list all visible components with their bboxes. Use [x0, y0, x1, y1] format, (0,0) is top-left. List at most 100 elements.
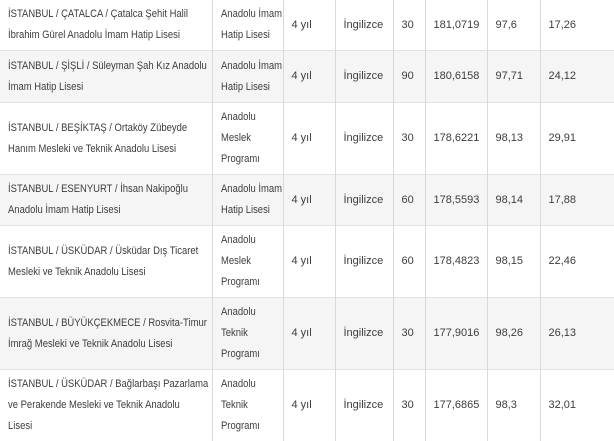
duration-value: 4 yıl [292, 399, 312, 411]
cell-quota: 30 [393, 103, 425, 175]
cell-language: İngilizce [335, 175, 393, 226]
cell-percent: 98,14 [487, 175, 540, 226]
school-name: İSTANBUL / BEŞİKTAŞ / Ortaköy Zübeyde Ha… [8, 118, 187, 160]
language-value: İngilizce [344, 327, 384, 339]
cell-percent: 98,26 [487, 298, 540, 370]
duration-value: 4 yıl [292, 70, 312, 82]
duration-value: 4 yıl [292, 327, 312, 339]
cell-language: İngilizce [335, 370, 393, 441]
duration-value: 4 yıl [292, 255, 312, 267]
percent1-value: 98,13 [496, 132, 524, 144]
cell-score: 178,5593 [425, 175, 487, 226]
score-value: 177,9016 [434, 327, 480, 339]
percent2-value: 26,13 [549, 327, 577, 339]
language-value: İngilizce [344, 399, 384, 411]
cell-program: Anadolu Teknik Programı [212, 370, 283, 441]
cell-extra: 26,13 [540, 298, 614, 370]
cell-extra: 24,12 [540, 51, 614, 103]
school-name: İSTANBUL / ÇATALCA / Çatalca Şehit Halil… [8, 4, 188, 46]
cell-score: 178,6221 [425, 103, 487, 175]
percent2-value: 17,26 [549, 19, 577, 31]
percent1-value: 97,71 [496, 70, 524, 82]
percent1-value: 98,3 [496, 399, 517, 411]
cell-extra: 32,01 [540, 370, 614, 441]
cell-duration: 4 yıl [283, 0, 335, 51]
cell-school: İSTANBUL / ESENYURT / İhsan Nakipoğlu An… [0, 175, 212, 226]
cell-duration: 4 yıl [283, 175, 335, 226]
cell-extra: 29,91 [540, 103, 614, 175]
score-value: 178,5593 [434, 194, 480, 206]
percent2-value: 22,46 [549, 255, 577, 267]
cell-quota: 90 [393, 51, 425, 103]
table-row: İSTANBUL / ÜSKÜDAR / Üsküdar Dış Ticaret… [0, 226, 614, 298]
cell-extra: 17,26 [540, 0, 614, 51]
program-type: Anadolu Meslek Programı [221, 107, 260, 170]
cell-score: 181,0719 [425, 0, 487, 51]
cell-language: İngilizce [335, 51, 393, 103]
language-value: İngilizce [344, 19, 384, 31]
cell-score: 178,4823 [425, 226, 487, 298]
percent1-value: 98,26 [496, 327, 524, 339]
score-value: 177,6865 [434, 399, 480, 411]
percent2-value: 17,88 [549, 194, 577, 206]
quota-value: 30 [402, 399, 414, 411]
cell-language: İngilizce [335, 226, 393, 298]
cell-program: Anadolu Teknik Programı [212, 298, 283, 370]
cell-program: Anadolu Meslek Programı [212, 103, 283, 175]
score-value: 180,6158 [434, 70, 480, 82]
table-row: İSTANBUL / ESENYURT / İhsan Nakipoğlu An… [0, 175, 614, 226]
cell-percent: 97,6 [487, 0, 540, 51]
cell-language: İngilizce [335, 103, 393, 175]
cell-percent: 97,71 [487, 51, 540, 103]
program-type: Anadolu Teknik Programı [221, 302, 260, 365]
school-name: İSTANBUL / ÜSKÜDAR / Bağlarbaşı Pazarlam… [8, 374, 208, 437]
cell-language: İngilizce [335, 298, 393, 370]
quota-value: 30 [402, 19, 414, 31]
school-name: İSTANBUL / BÜYÜKÇEKMECE / Rosvita-Timur … [8, 313, 207, 355]
cell-duration: 4 yıl [283, 226, 335, 298]
cell-percent: 98,15 [487, 226, 540, 298]
cell-quota: 60 [393, 226, 425, 298]
score-value: 178,6221 [434, 132, 480, 144]
cell-extra: 22,46 [540, 226, 614, 298]
table-row: İSTANBUL / BEŞİKTAŞ / Ortaköy Zübeyde Ha… [0, 103, 614, 175]
cell-score: 177,6865 [425, 370, 487, 441]
language-value: İngilizce [344, 70, 384, 82]
cell-program: Anadolu İmam Hatip Lisesi [212, 175, 283, 226]
language-value: İngilizce [344, 132, 384, 144]
percent2-value: 24,12 [549, 70, 577, 82]
cell-program: Anadolu Meslek Programı [212, 226, 283, 298]
quota-value: 30 [402, 132, 414, 144]
school-name: İSTANBUL / ŞİŞLİ / Süleyman Şah Kız Anad… [8, 56, 207, 98]
score-value: 178,4823 [434, 255, 480, 267]
school-name: İSTANBUL / ÜSKÜDAR / Üsküdar Dış Ticaret… [8, 241, 198, 283]
table-row: İSTANBUL / ŞİŞLİ / Süleyman Şah Kız Anad… [0, 51, 614, 103]
quota-value: 90 [402, 70, 414, 82]
cell-school: İSTANBUL / ŞİŞLİ / Süleyman Şah Kız Anad… [0, 51, 212, 103]
cell-school: İSTANBUL / BEŞİKTAŞ / Ortaköy Zübeyde Ha… [0, 103, 212, 175]
cell-school: İSTANBUL / ÜSKÜDAR / Bağlarbaşı Pazarlam… [0, 370, 212, 441]
cell-program: Anadolu İmam Hatip Lisesi [212, 51, 283, 103]
duration-value: 4 yıl [292, 19, 312, 31]
cell-duration: 4 yıl [283, 51, 335, 103]
program-type: Anadolu İmam Hatip Lisesi [221, 56, 282, 98]
language-value: İngilizce [344, 255, 384, 267]
cell-school: İSTANBUL / ÜSKÜDAR / Üsküdar Dış Ticaret… [0, 226, 212, 298]
percent1-value: 97,6 [496, 19, 517, 31]
quota-value: 60 [402, 255, 414, 267]
table-row: İSTANBUL / ÇATALCA / Çatalca Şehit Halil… [0, 0, 614, 51]
table-row: İSTANBUL / ÜSKÜDAR / Bağlarbaşı Pazarlam… [0, 370, 614, 441]
language-value: İngilizce [344, 194, 384, 206]
cell-percent: 98,3 [487, 370, 540, 441]
percent2-value: 32,01 [549, 399, 577, 411]
cell-program: Anadolu İmam Hatip Lisesi [212, 0, 283, 51]
table-row: İSTANBUL / BÜYÜKÇEKMECE / Rosvita-Timur … [0, 298, 614, 370]
cell-duration: 4 yıl [283, 103, 335, 175]
program-type: Anadolu Meslek Programı [221, 230, 260, 293]
quota-value: 60 [402, 194, 414, 206]
cell-duration: 4 yıl [283, 370, 335, 441]
cell-quota: 30 [393, 370, 425, 441]
program-type: Anadolu İmam Hatip Lisesi [221, 4, 282, 46]
cell-quota: 30 [393, 0, 425, 51]
cell-score: 177,9016 [425, 298, 487, 370]
